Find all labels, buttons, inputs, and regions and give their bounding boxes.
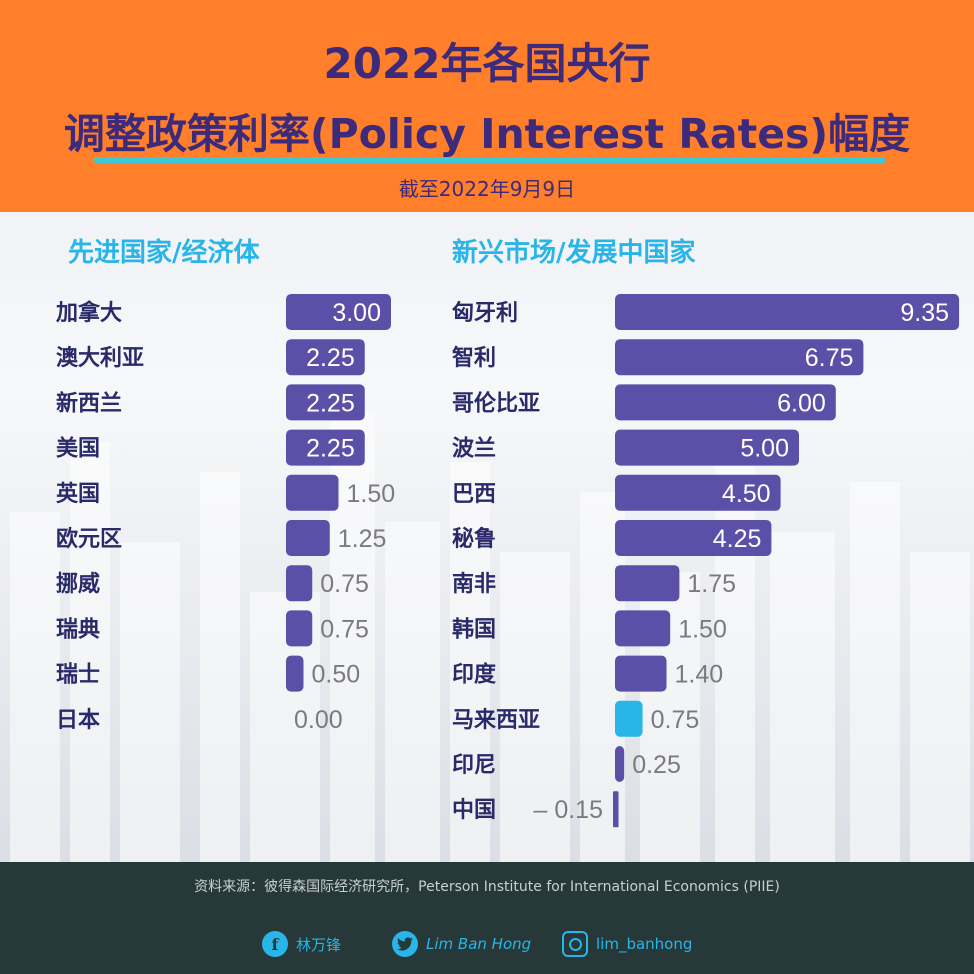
category-label: 瑞士 [56,663,100,688]
bar [286,339,365,376]
bar [615,429,799,466]
bar [286,610,313,647]
category-label: 智利 [452,345,496,371]
value-label: 0.25 [632,751,681,779]
bar [286,294,391,330]
twitter-icon [392,931,418,957]
facebook-link[interactable]: f 林万锋 [262,930,341,958]
value-label: 6.75 [805,344,854,372]
twitter-link[interactable]: Lim Ban Hong [392,930,531,958]
date-subtitle: 截至2022年9月9日 [398,177,576,201]
advanced-economies-chart: 加拿大 3.00 澳大利亚 2.25 新西兰 2.25 美国 2.25 英国 1.50 欧元区 1.2… [55,294,396,734]
twitter-label: Lim Ban Hong [426,935,532,953]
bar [286,429,365,466]
value-label: 5.00 [740,435,789,463]
bar [615,746,625,782]
bar [286,384,365,421]
bar [615,384,836,421]
category-label: 加拿大 [55,300,122,326]
category-label: 澳大利亚 [56,345,144,371]
panel-title-advanced: 先进国家/经济体 [68,238,260,268]
category-label: 哥伦比亚 [452,390,540,416]
value-label: 2.25 [306,344,355,372]
category-label: 新西兰 [56,390,122,416]
category-label: 巴西 [452,482,496,507]
bar [613,791,619,828]
value-label: 1.40 [675,661,724,689]
bar [286,655,304,692]
value-label: 1.25 [338,525,387,553]
value-label: 1.75 [687,570,736,598]
value-label: 6.00 [777,389,826,417]
category-label: 欧元区 [56,526,122,552]
value-label: 0.75 [320,615,369,643]
value-label: 0.75 [320,570,369,598]
bar [615,339,864,376]
value-label: 0.75 [651,706,700,734]
value-label: – 0.15 [533,796,603,824]
category-label: 日本 [56,708,100,733]
bar [615,474,781,511]
title-underline [94,157,886,163]
bar [615,294,960,330]
category-label: 波兰 [452,436,496,462]
value-label: 4.50 [722,480,771,508]
bar [615,655,667,692]
bar [286,565,313,602]
category-label: 匈牙利 [452,301,518,326]
value-label: 4.25 [713,525,762,553]
bar [615,520,772,556]
value-label: 3.00 [332,299,381,327]
emerging-markets-chart: 匈牙利 9.35 智利 6.75 哥伦比亚 6.00 波兰 5.00 巴西 4.50 秘鲁 4.25 南… [452,294,960,828]
facebook-label: 林万锋 [296,935,342,954]
footer [0,862,974,974]
bar [615,700,643,737]
value-label: 0.50 [312,661,361,689]
category-label: 马来西亚 [452,708,540,733]
category-label: 韩国 [452,616,496,642]
header-banner: 2022年各国央行 调整政策利率(Policy Interest Rates)幅… [0,0,974,212]
value-label: 9.35 [900,299,949,327]
value-label: 2.25 [306,389,355,417]
facebook-icon: f [262,931,288,957]
bar [615,610,671,647]
title-line-2: 调整政策利率(Policy Interest Rates)幅度 [63,110,911,158]
category-label: 挪威 [56,571,100,597]
category-label: 南非 [452,572,496,597]
value-label: 2.25 [306,435,355,463]
panel-title-emerging: 新兴市场/发展中国家 [452,238,696,268]
value-label: 1.50 [678,615,727,643]
category-label: 美国 [56,436,100,462]
category-label: 秘鲁 [452,526,496,552]
category-label: 瑞典 [56,617,100,642]
bar [615,565,680,602]
category-label: 印尼 [452,753,496,778]
value-label: 0.00 [294,706,343,734]
category-label: 英国 [56,482,100,507]
bar [286,520,330,556]
value-label: 1.50 [347,480,396,508]
bar [286,474,339,511]
category-label: 中国 [452,798,496,823]
source-note: 资料来源：彼得森国际经济研究所，Peterson Institute for I… [194,879,780,895]
title-line-1: 2022年各国央行 [323,39,651,88]
category-label: 印度 [452,662,497,688]
instagram-link[interactable]: lim_banhong [562,930,692,958]
instagram-icon [562,931,588,957]
skyline-background [10,412,970,864]
instagram-label: lim_banhong [596,935,693,953]
